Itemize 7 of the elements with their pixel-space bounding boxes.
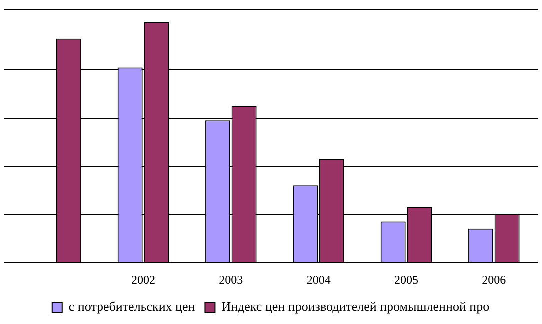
x-tick-label: 2005 bbox=[394, 272, 418, 287]
x-tick-label: 2003 bbox=[219, 272, 244, 287]
x-tick-label: 2002 bbox=[132, 272, 156, 287]
legend-label: с потребительских цен bbox=[68, 298, 196, 314]
x-tick-label: 2004 bbox=[306, 272, 331, 287]
x-tick-label: 2006 bbox=[482, 272, 506, 287]
legend-label: Индекс цен производителей промышленной про bbox=[222, 298, 490, 314]
